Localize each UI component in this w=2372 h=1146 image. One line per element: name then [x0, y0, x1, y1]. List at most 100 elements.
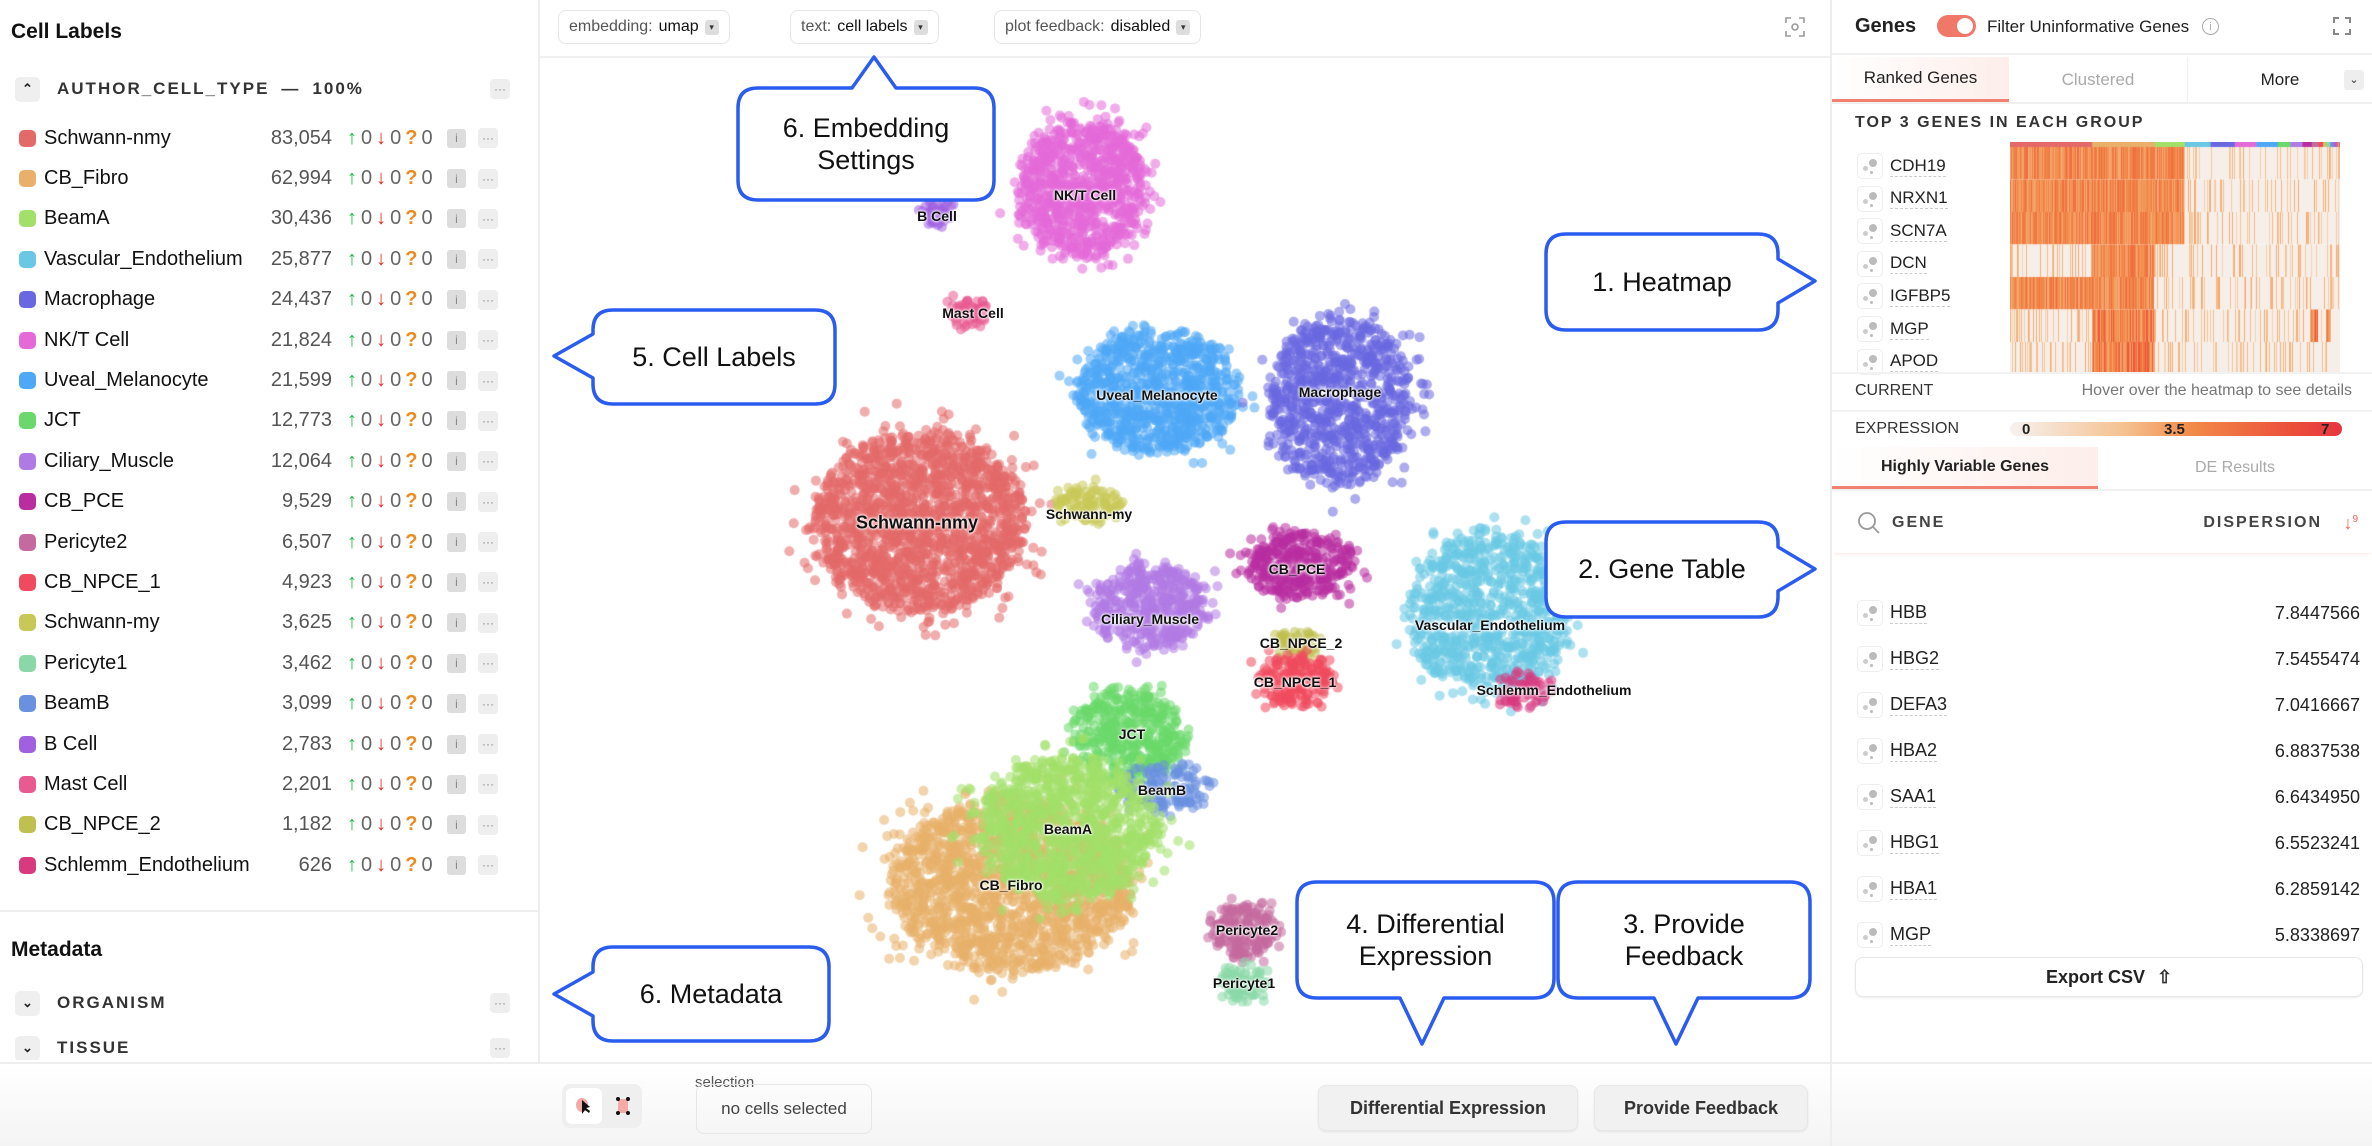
heatmap-gene[interactable]: DCN: [1857, 250, 1927, 277]
embedding-color-icon[interactable]: [1857, 784, 1883, 810]
cell-label-row[interactable]: BeamB 3,099 ↑ 0 ↓ 0? 0 i ···: [0, 683, 540, 723]
embedding-color-icon[interactable]: [1857, 185, 1883, 212]
heatmap-gene[interactable]: CDH19: [1857, 153, 1946, 179]
gene-table-row[interactable]: HBG1 6.5523241: [1832, 826, 2372, 860]
embedding-color-icon[interactable]: [1857, 738, 1883, 764]
row-more-button[interactable]: ···: [478, 330, 498, 351]
fullscreen-icon[interactable]: [2332, 16, 2352, 36]
cell-label-row[interactable]: Pericyte1 3,462 ↑ 0 ↓ 0? 0 i ···: [0, 643, 540, 683]
info-button[interactable]: i: [447, 169, 466, 189]
pointer-tool-icon[interactable]: [566, 1088, 602, 1124]
cell-label-row[interactable]: BeamA 30,436 ↑ 0 ↓ 0? 0 i ···: [0, 199, 540, 239]
info-button[interactable]: i: [447, 734, 466, 754]
info-button[interactable]: i: [447, 290, 466, 310]
embedding-color-icon[interactable]: [1857, 830, 1883, 856]
row-more-button[interactable]: ···: [478, 128, 498, 149]
expand-chevron-down-icon[interactable]: ⌄: [15, 990, 40, 1016]
row-more-button[interactable]: ···: [478, 249, 498, 270]
sort-descending-icon[interactable]: ↓9: [2343, 512, 2358, 533]
heatmap-gene[interactable]: NRXN1: [1857, 185, 1948, 212]
tab-ranked-genes[interactable]: Ranked Genes: [1832, 57, 2009, 102]
embedding-color-icon[interactable]: [1857, 600, 1883, 626]
row-more-button[interactable]: ···: [478, 855, 498, 876]
cell-label-row[interactable]: Mast Cell 2,201 ↑ 0 ↓ 0? 0 i ···: [0, 764, 540, 804]
embedding-color-icon[interactable]: [1857, 646, 1883, 672]
export-csv-button[interactable]: Export CSV ⇧: [1855, 957, 2363, 997]
text-select[interactable]: text: cell labels ▾: [790, 10, 939, 44]
category-more-button[interactable]: ···: [490, 79, 510, 99]
lasso-select-tool-icon[interactable]: [608, 1088, 638, 1124]
info-button[interactable]: i: [447, 694, 466, 714]
cell-label-row[interactable]: Schwann-my 3,625 ↑ 0 ↓ 0? 0 i ···: [0, 603, 540, 643]
gene-table-row[interactable]: SAA1 6.6434950: [1832, 780, 2372, 814]
embedding-color-icon[interactable]: [1857, 250, 1883, 277]
embedding-color-icon[interactable]: [1857, 218, 1883, 245]
info-button[interactable]: i: [447, 774, 466, 794]
embedding-color-icon[interactable]: [1857, 283, 1883, 310]
row-more-button[interactable]: ···: [478, 814, 498, 835]
info-button[interactable]: i: [447, 653, 466, 673]
row-more-button[interactable]: ···: [478, 532, 498, 553]
cell-label-row[interactable]: Pericyte2 6,507 ↑ 0 ↓ 0? 0 i ···: [0, 522, 540, 562]
row-more-button[interactable]: ···: [478, 451, 498, 472]
cell-label-row[interactable]: Vascular_Endothelium 25,877 ↑ 0 ↓ 0? 0 i ···: [0, 239, 540, 279]
cell-label-row[interactable]: Schlemm_Endothelium 626 ↑ 0 ↓ 0? 0 i ···: [0, 845, 540, 885]
cell-label-row[interactable]: CB_NPCE_1 4,923 ↑ 0 ↓ 0? 0 i ···: [0, 562, 540, 602]
cell-label-row[interactable]: B Cell 2,783 ↑ 0 ↓ 0? 0 i ···: [0, 724, 540, 764]
search-icon[interactable]: [1857, 511, 1881, 535]
info-button[interactable]: i: [447, 492, 466, 512]
info-button[interactable]: i: [447, 128, 466, 148]
metadata-field-organism[interactable]: ⌄ ORGANISM ···: [15, 990, 510, 1016]
cell-label-row[interactable]: CB_NPCE_2 1,182 ↑ 0 ↓ 0? 0 i ···: [0, 805, 540, 845]
filter-uninformative-toggle[interactable]: [1937, 15, 1976, 37]
tab-more[interactable]: More ⌄: [2187, 57, 2372, 102]
embedding-color-icon[interactable]: [1857, 876, 1883, 902]
tab-de-results[interactable]: DE Results: [2194, 459, 2276, 476]
cell-label-row[interactable]: NK/T Cell 21,824 ↑ 0 ↓ 0? 0 i ···: [0, 320, 540, 360]
embedding-color-icon[interactable]: [1857, 348, 1883, 375]
recenter-focus-icon[interactable]: [1784, 16, 1806, 38]
gene-table-row[interactable]: HBG2 7.5455474: [1832, 642, 2372, 676]
row-more-button[interactable]: ···: [478, 208, 498, 229]
info-button[interactable]: i: [447, 572, 466, 592]
differential-expression-button[interactable]: Differential Expression: [1318, 1085, 1578, 1131]
row-more-button[interactable]: ···: [478, 734, 498, 755]
expand-chevron-down-icon[interactable]: ⌄: [15, 1036, 40, 1060]
cell-label-row[interactable]: Macrophage 24,437 ↑ 0 ↓ 0? 0 i ···: [0, 280, 540, 320]
embedding-color-icon[interactable]: [1857, 316, 1883, 342]
cell-label-row[interactable]: Schwann-nmy 83,054 ↑ 0 ↓ 0? 0 i ···: [0, 118, 540, 158]
row-more-button[interactable]: ···: [478, 612, 498, 633]
gene-table-row[interactable]: MGP 5.8338697: [1832, 918, 2372, 952]
row-more-button[interactable]: ···: [478, 653, 498, 674]
cell-label-row[interactable]: Ciliary_Muscle 12,064 ↑ 0 ↓ 0? 0 i ···: [0, 441, 540, 481]
info-button[interactable]: i: [447, 411, 466, 431]
row-more-button[interactable]: ···: [478, 410, 498, 431]
row-more-button[interactable]: ···: [478, 289, 498, 310]
row-more-button[interactable]: ···: [478, 491, 498, 512]
embedding-color-icon[interactable]: [1857, 153, 1883, 179]
gene-table-row[interactable]: HBA1 6.2859142: [1832, 872, 2372, 906]
row-more-button[interactable]: ···: [478, 693, 498, 714]
heatmap[interactable]: [2010, 142, 2340, 372]
info-icon[interactable]: i: [2202, 18, 2219, 35]
info-button[interactable]: i: [447, 249, 466, 269]
embedding-select[interactable]: embedding: umap ▾: [558, 10, 730, 44]
tab-clustered[interactable]: Clustered: [2061, 69, 2135, 89]
heatmap-gene[interactable]: IGFBP5: [1857, 283, 1951, 310]
metadata-field-tissue[interactable]: ⌄ TISSUE ···: [15, 1036, 510, 1060]
row-more-button[interactable]: ···: [478, 370, 498, 391]
info-button[interactable]: i: [447, 330, 466, 350]
gene-table-row[interactable]: HBA2 6.8837538: [1832, 734, 2372, 768]
cell-label-row[interactable]: Uveal_Melanocyte 21,599 ↑ 0 ↓ 0? 0 i ···: [0, 360, 540, 400]
row-more-button[interactable]: ···: [478, 168, 498, 189]
info-button[interactable]: i: [447, 209, 466, 229]
heatmap-gene[interactable]: MGP: [1857, 316, 1929, 342]
cell-label-row[interactable]: JCT 12,773 ↑ 0 ↓ 0? 0 i ···: [0, 401, 540, 441]
metadata-more-button[interactable]: ···: [490, 993, 510, 1013]
gene-table-row[interactable]: DEFA3 7.0416667: [1832, 688, 2372, 722]
row-more-button[interactable]: ···: [478, 572, 498, 593]
metadata-more-button[interactable]: ···: [490, 1038, 510, 1058]
info-button[interactable]: i: [447, 613, 466, 633]
info-button[interactable]: i: [447, 815, 466, 835]
embedding-color-icon[interactable]: [1857, 922, 1883, 948]
